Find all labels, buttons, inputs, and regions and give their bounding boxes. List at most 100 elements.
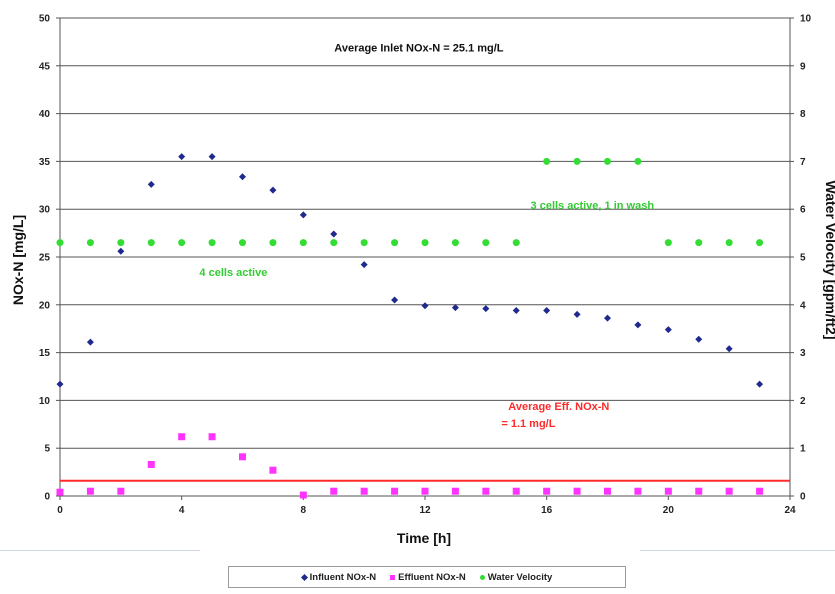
influent-point bbox=[421, 302, 429, 310]
velocity-point bbox=[664, 239, 672, 247]
velocity-point bbox=[178, 239, 186, 247]
velocity-point bbox=[391, 239, 399, 247]
y-tick-label: 50 bbox=[39, 14, 51, 25]
footer-divider-right bbox=[640, 550, 835, 551]
influent-point bbox=[117, 247, 125, 255]
effluent-point bbox=[269, 466, 277, 474]
influent-point bbox=[543, 307, 551, 315]
x-tick-label: 4 bbox=[179, 505, 185, 516]
velocity-point bbox=[299, 239, 307, 247]
legend-item-velocity: Water Velocity bbox=[479, 572, 552, 583]
influent-point bbox=[86, 338, 94, 346]
velocity-point bbox=[725, 239, 733, 247]
effluent-point bbox=[239, 453, 246, 461]
y-tick-label: 35 bbox=[39, 157, 51, 168]
effluent-point bbox=[330, 487, 338, 495]
annotation-text: = 1.1 mg/L bbox=[501, 418, 555, 430]
y-tick-label: 40 bbox=[39, 109, 51, 120]
velocity-point bbox=[330, 239, 338, 247]
influent-point bbox=[482, 305, 490, 313]
y-tick-label: 20 bbox=[39, 300, 51, 311]
x-tick-label: 24 bbox=[784, 505, 796, 516]
velocity-point bbox=[360, 239, 368, 247]
velocity-point bbox=[86, 239, 94, 247]
velocity-point bbox=[634, 157, 642, 165]
influent-point bbox=[604, 314, 611, 322]
influent-point bbox=[56, 380, 64, 388]
velocity-point bbox=[269, 239, 277, 247]
influent-point bbox=[299, 211, 307, 219]
influent-point bbox=[147, 180, 155, 188]
y-tick-label: 15 bbox=[39, 348, 51, 359]
annotation-text: Average Inlet NOx-N = 25.1 mg/L bbox=[334, 42, 504, 54]
y-axis-title: NOx-N [mg/L] bbox=[10, 215, 26, 305]
y2-tick-label: 7 bbox=[800, 157, 806, 168]
effluent-point bbox=[147, 460, 155, 468]
annotations: Average Inlet NOx-N = 25.1 mg/L 3 cells a… bbox=[199, 42, 654, 430]
velocity-point bbox=[512, 239, 520, 247]
data-points bbox=[56, 153, 764, 499]
y2-tick-label: 0 bbox=[800, 492, 806, 503]
y2-tick-label: 10 bbox=[800, 14, 812, 25]
y2-tick-label: 4 bbox=[800, 300, 806, 311]
square-marker-icon bbox=[390, 574, 396, 580]
effluent-point bbox=[86, 487, 94, 495]
y2-axis-title: Water Velocity [gpm/ft2] bbox=[823, 181, 835, 340]
effluent-point bbox=[56, 488, 64, 496]
legend-item-influent: Influent NOx-N bbox=[300, 571, 377, 583]
influent-point bbox=[178, 153, 186, 161]
velocity-point bbox=[543, 157, 551, 165]
influent-point bbox=[664, 326, 672, 334]
y-tick-label: 25 bbox=[39, 253, 51, 264]
annotation-text: 3 cells active, 1 in wash bbox=[531, 200, 655, 212]
y-tick-label: 30 bbox=[39, 205, 51, 216]
effluent-point bbox=[421, 487, 429, 495]
influent-point bbox=[695, 335, 703, 343]
influent-point bbox=[634, 321, 642, 329]
influent-point bbox=[573, 310, 581, 318]
y-tick-label: 0 bbox=[44, 492, 50, 503]
y2-tick-label: 1 bbox=[800, 444, 806, 455]
x-tick-label: 16 bbox=[541, 505, 553, 516]
circle-marker-icon bbox=[479, 574, 485, 580]
x-tick-label: 8 bbox=[301, 505, 307, 516]
influent-point bbox=[269, 186, 277, 194]
velocity-point bbox=[695, 239, 703, 247]
y2-tick-label: 3 bbox=[800, 348, 806, 359]
y2-tick-label: 6 bbox=[800, 205, 806, 216]
effluent-point bbox=[299, 491, 307, 499]
effluent-point bbox=[391, 487, 399, 495]
x-tick-label: 0 bbox=[57, 505, 63, 516]
axes bbox=[56, 17, 794, 500]
y-tick-label: 45 bbox=[39, 61, 51, 72]
influent-point bbox=[330, 230, 338, 238]
y2-tick-label: 2 bbox=[800, 396, 806, 407]
velocity-point bbox=[56, 239, 64, 247]
legend-label: Effluent NOx-N bbox=[398, 571, 466, 583]
effluent-point bbox=[573, 487, 581, 495]
x-tick-label: 12 bbox=[419, 505, 431, 516]
velocity-point bbox=[482, 239, 490, 247]
velocity-point bbox=[208, 239, 216, 247]
influent-point bbox=[451, 304, 459, 312]
influent-point bbox=[360, 261, 368, 269]
effluent-point bbox=[695, 487, 703, 495]
effluent-point bbox=[360, 487, 368, 495]
velocity-point bbox=[451, 239, 459, 247]
effluent-point bbox=[543, 487, 551, 495]
effluent-point bbox=[512, 487, 520, 495]
influent-point bbox=[512, 307, 520, 315]
annotation-text: 4 cells active bbox=[199, 267, 267, 279]
y-tick-label: 10 bbox=[39, 396, 51, 407]
annotation-text: Average Eff. NOx-N bbox=[508, 401, 609, 413]
effluent-point bbox=[756, 487, 764, 495]
velocity-point bbox=[239, 239, 246, 247]
velocity-point bbox=[147, 239, 155, 247]
legend: Influent NOx-N Effluent NOx-N Water Velo… bbox=[228, 566, 626, 588]
legend-label: Influent NOx-N bbox=[309, 571, 377, 583]
effluent-point bbox=[725, 487, 733, 495]
influent-point bbox=[725, 345, 733, 353]
influent-point bbox=[208, 153, 216, 161]
